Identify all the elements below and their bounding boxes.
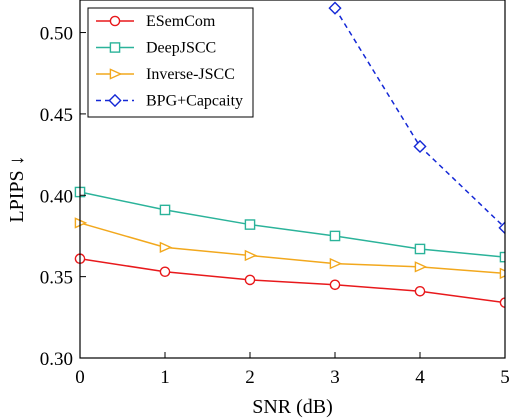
axis-ticks: 0 1 2 3 4 5 0.30 0.35 0.40 0.45 0.50 <box>40 24 510 388</box>
legend-label: Inverse-JSCC <box>146 66 235 83</box>
legend-item: DeepJSCC <box>96 40 216 57</box>
legend: ESemCom DeepJSCC Inverse-JSCC BPG+Capcaity <box>87 7 254 118</box>
legend-label: ESemCom <box>146 13 216 30</box>
data-point <box>329 279 341 291</box>
series-line <box>79 191 505 258</box>
data-point <box>413 139 427 154</box>
legend-marker <box>109 15 121 27</box>
series-line <box>79 222 505 275</box>
series-deepjscc <box>74 186 505 263</box>
plot-marks <box>74 1 505 308</box>
series-inverse-jscc <box>74 217 505 280</box>
y-tick-label: 0.30 <box>40 349 73 370</box>
series-bpg-capcaity <box>328 1 505 235</box>
legend-item: Inverse-JSCC <box>96 66 235 83</box>
x-axis-label: SNR (dB) <box>252 396 333 418</box>
data-point <box>159 241 173 254</box>
series-line <box>334 7 505 229</box>
legend-marker <box>108 93 122 108</box>
y-tick-label: 0.35 <box>40 268 73 289</box>
x-tick-label: 3 <box>330 367 340 388</box>
x-tick-label: 5 <box>500 367 510 388</box>
data-point <box>328 1 342 15</box>
legend-label: BPG+Capcaity <box>146 93 243 110</box>
data-point <box>414 243 426 255</box>
legend-item: ESemCom <box>96 13 216 30</box>
plot-frame <box>79 0 506 359</box>
x-tick-label: 1 <box>160 367 170 388</box>
data-point <box>414 261 428 273</box>
data-point <box>498 221 505 235</box>
data-point <box>244 249 258 262</box>
x-tick-label: 4 <box>415 367 425 388</box>
legend-marker <box>109 68 123 80</box>
legend-item: BPG+Capcaity <box>96 93 243 110</box>
data-point <box>329 257 343 270</box>
y-axis-label: LPIPS ↓ <box>6 155 28 222</box>
legend-label: DeepJSCC <box>146 40 216 57</box>
series-line <box>79 257 505 304</box>
data-point <box>414 285 426 297</box>
data-point <box>244 274 256 286</box>
legend-marker <box>109 42 121 53</box>
x-tick-label: 2 <box>245 367 255 388</box>
y-tick-label: 0.50 <box>40 24 73 45</box>
x-tick-label: 0 <box>75 367 85 388</box>
y-tick-label: 0.40 <box>40 186 73 207</box>
y-tick-label: 0.45 <box>40 105 73 126</box>
data-point <box>329 230 341 242</box>
data-point <box>244 219 256 230</box>
series-esemcom <box>74 253 505 308</box>
data-point <box>159 204 171 216</box>
data-point <box>159 266 171 278</box>
data-point <box>499 267 505 280</box>
